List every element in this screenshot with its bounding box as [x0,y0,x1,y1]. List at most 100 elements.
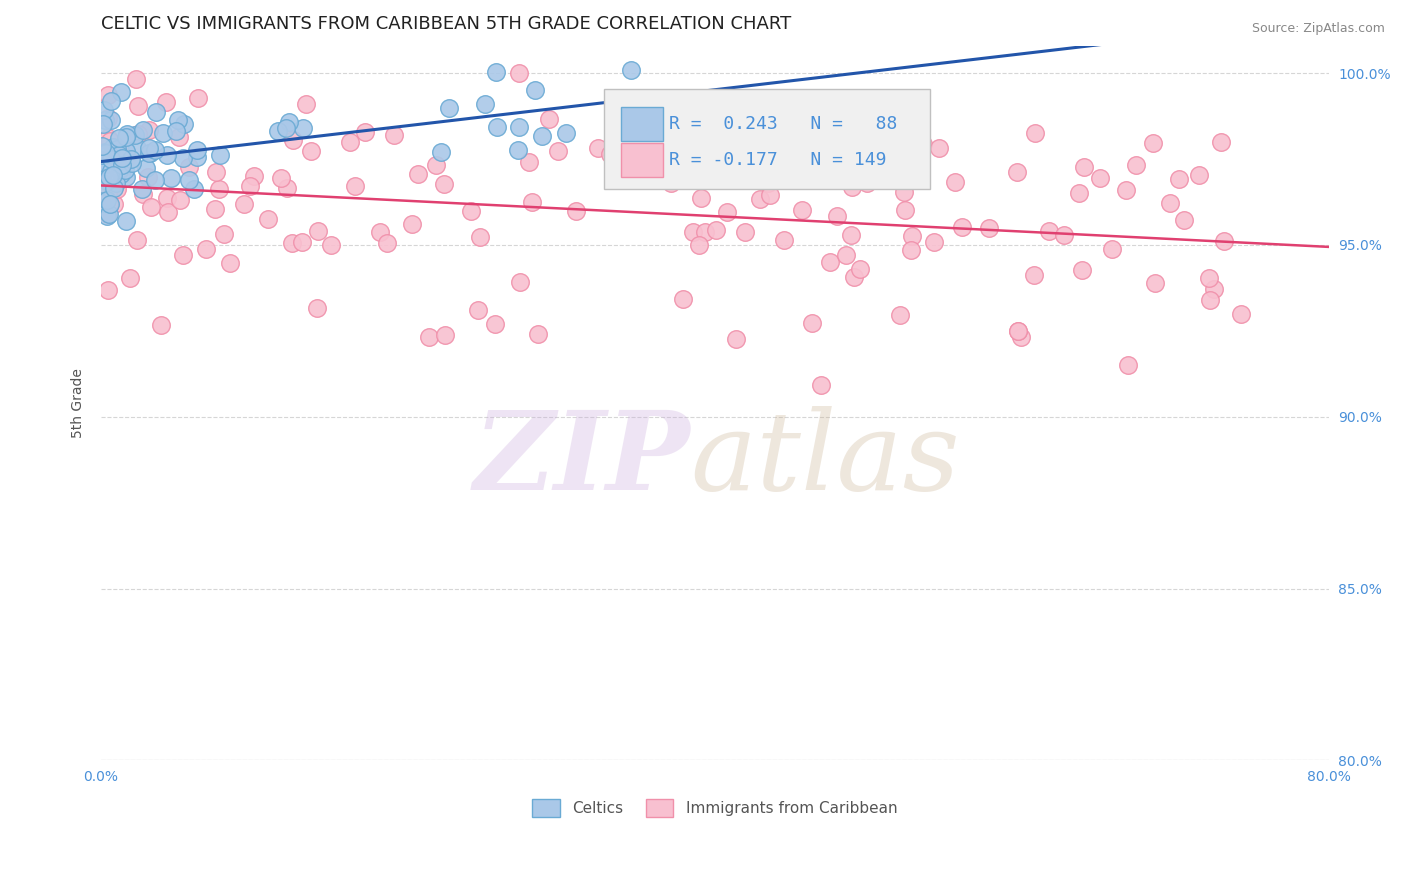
Point [1167,171,1189,186]
Point [1159,195,1181,210]
Point [1022,268,1045,282]
Point [218,256,240,270]
Point [111,158,134,172]
Point [474,96,496,111]
Point [97,207,120,221]
Point [96,146,118,161]
Point [120,152,142,166]
Point [124,128,146,143]
Point [91,139,114,153]
Point [1198,271,1220,285]
Point [773,233,796,247]
Point [138,122,160,136]
Point [725,158,748,172]
Point [295,97,318,112]
Point [747,164,769,178]
FancyBboxPatch shape [621,143,664,178]
Point [586,141,609,155]
Point [368,225,391,239]
Point [108,148,131,162]
Point [433,177,456,191]
Point [508,143,530,157]
Point [425,158,447,172]
Point [1010,330,1032,344]
Point [165,123,187,137]
Point [96,174,118,188]
Point [105,176,128,190]
Point [127,233,149,247]
Point [810,378,832,392]
Point [96,193,118,207]
Point [105,151,128,165]
Point [1202,282,1225,296]
Point [131,182,153,196]
Point [900,243,922,257]
Point [682,225,704,239]
Point [717,129,740,144]
Point [695,225,717,239]
Point [401,217,423,231]
Point [911,137,934,152]
Point [924,235,946,249]
Point [690,191,713,205]
Point [1209,135,1232,149]
Point [138,141,160,155]
Point [125,72,148,87]
Point [100,94,122,108]
Point [97,207,120,221]
Point [150,318,173,332]
Point [547,144,569,158]
Point [375,236,398,251]
Point [186,143,208,157]
Point [856,176,879,190]
Point [307,224,329,238]
Point [177,161,200,175]
Point [173,116,195,130]
Text: CELTIC VS IMMIGRANTS FROM CARIBBEAN 5TH GRADE CORRELATION CHART: CELTIC VS IMMIGRANTS FROM CARIBBEAN 5TH … [100,15,790,33]
Point [212,227,235,241]
Point [91,195,114,210]
Point [97,283,120,297]
Point [276,181,298,195]
Point [97,111,120,125]
Point [1007,324,1029,338]
Point [1213,234,1236,248]
Point [599,147,621,161]
Point [91,117,114,131]
Point [93,103,115,117]
Point [437,102,460,116]
Point [509,275,531,289]
Point [800,316,823,330]
Point [105,181,128,195]
Point [1070,262,1092,277]
Point [1199,293,1222,308]
Point [91,155,114,169]
Point [98,134,121,148]
Point [485,120,508,134]
Point [238,179,260,194]
Point [353,125,375,139]
Point [94,161,117,175]
Point [103,197,125,211]
Point [277,115,299,129]
Point [900,229,922,244]
Point [460,204,482,219]
Point [132,186,155,201]
Point [96,209,118,223]
Point [97,130,120,145]
FancyBboxPatch shape [621,107,664,142]
Point [530,128,553,143]
Point [155,95,177,109]
Point [156,148,179,162]
Point [508,120,530,134]
Point [93,145,115,160]
Point [98,169,121,183]
Point [889,308,911,322]
Point [281,235,304,250]
Point [97,180,120,194]
Point [115,127,138,141]
Point [274,120,297,135]
Text: R = -0.177   N = 149: R = -0.177 N = 149 [669,151,887,169]
Point [232,196,254,211]
Point [114,162,136,177]
